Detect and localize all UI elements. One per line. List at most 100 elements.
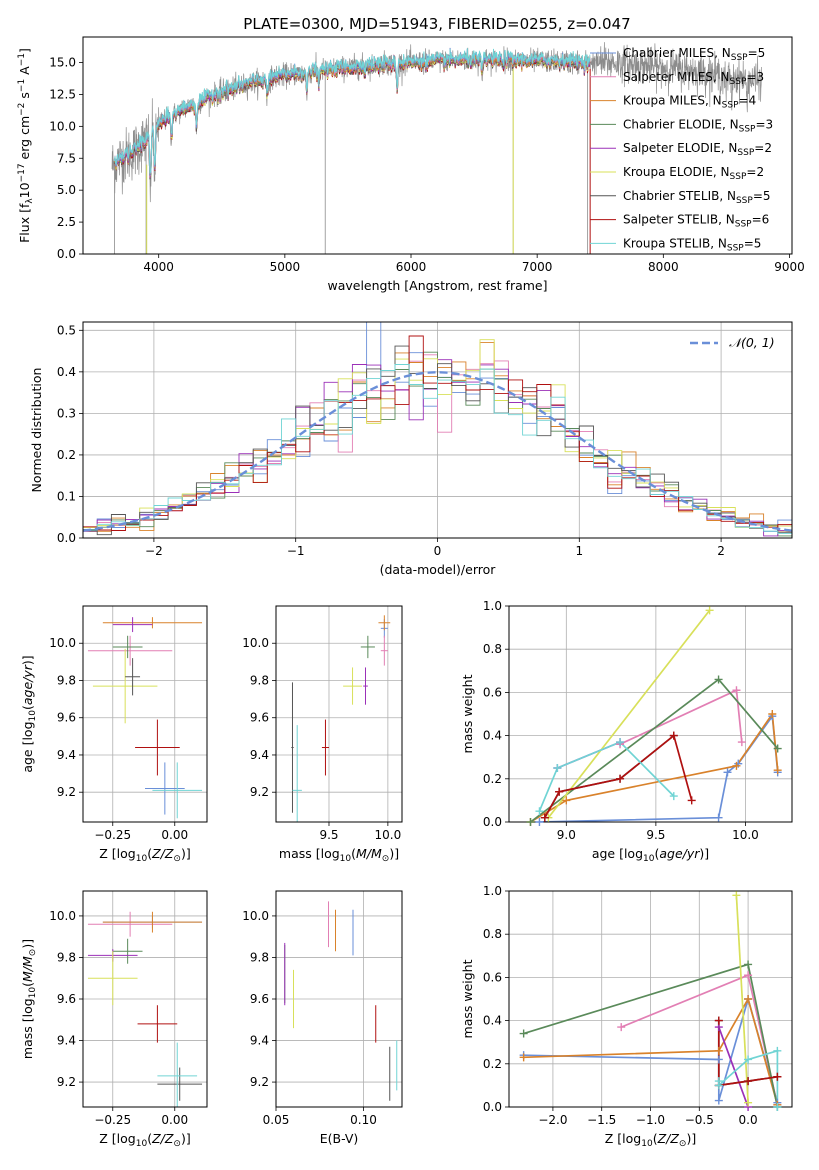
legend-label-chabrier-miles: Chabrier MILES, NSSP=5 [623, 46, 765, 63]
x-tick-label: 2 [717, 544, 725, 558]
weight-point-kroupa-miles [519, 1053, 528, 1062]
errorbar-chabrier-stelib [157, 1067, 203, 1101]
x-tick-label: 5000 [270, 260, 301, 274]
spectrum-frame [82, 36, 793, 255]
label-part: mass [log [20, 998, 35, 1059]
label-part: erg cm [17, 116, 32, 164]
weight-point-chabrier-miles [714, 813, 723, 822]
label-part: )] [20, 939, 35, 949]
figure-title: PLATE=0300, MJD=51943, FIBERID=0255, z=0… [243, 15, 630, 33]
legend-label-chabrier-stelib: Chabrier STELIB, NSSP=5 [623, 189, 771, 206]
errorbar-kroupa-stelib [292, 725, 302, 822]
y-tick-label: 9.2 [250, 785, 269, 799]
weight-point-kroupa-miles [744, 995, 753, 1003]
label-part: 10 [28, 987, 38, 999]
label-part: 10 [641, 1139, 653, 1149]
spectrum-data-line [111, 42, 762, 203]
x-tick-label: 6000 [396, 260, 427, 274]
label-part: ( [20, 982, 35, 987]
label-part: −1 [17, 53, 27, 66]
label-part: Salpeter MILES, N [623, 70, 730, 84]
label-part: SSP [722, 101, 739, 111]
y-tick-label: 10.0 [49, 636, 76, 650]
y-tick-label: 10.0 [49, 909, 76, 923]
y-tick-label: 9.8 [57, 673, 76, 687]
label-part: 10 [136, 854, 148, 864]
errorbar-chabrier-miles [145, 762, 185, 815]
label-part: Kroupa STELIB, N [623, 236, 727, 250]
age_vs_Z-frame [82, 605, 208, 823]
legend-label-salpeter-stelib: Salpeter STELIB, NSSP=6 [623, 213, 769, 230]
weight-point-kroupa-stelib [714, 1081, 723, 1090]
y-tick-label: 10.0 [242, 636, 269, 650]
mass_vs_EBV-x-axis-label: E(B-V) [320, 1131, 359, 1146]
label-part: ( [147, 1131, 152, 1146]
errorbar-chabrier-stelib [125, 658, 141, 696]
label-part: 10 [340, 854, 352, 864]
weight-point-salpeter-stelib [669, 731, 678, 740]
y-tick-label: 9.8 [250, 673, 269, 687]
label-part: )] [181, 846, 191, 861]
x-tick-label: 9000 [774, 260, 805, 274]
y-tick-label: 0.4 [483, 1014, 502, 1028]
residuals-plot-area [83, 322, 792, 537]
weight-point-chabrier-miles [723, 768, 732, 777]
histogram-kroupa-elodie [83, 339, 792, 529]
x-tick-label: 0.00 [161, 828, 188, 842]
residuals-y-axis-label: Normed distribution [29, 368, 44, 493]
y-tick-label: 0.2 [57, 448, 76, 462]
x-tick-label: −0.5 [685, 1113, 714, 1127]
weight-point-chabrier-elodie [744, 960, 753, 969]
label-part: 10 [28, 710, 38, 722]
y-tick-label: 9.6 [57, 711, 76, 725]
weight-line-salpeter-stelib [544, 734, 693, 819]
x-tick-label: 9.0 [557, 828, 576, 842]
age_vs_mass-x-axis-label: mass [log10(M/M⊙)] [279, 846, 399, 864]
weight-line-kroupa-miles [523, 996, 779, 1106]
legend-label-chabrier-elodie: Chabrier ELODIE, NSSP=3 [623, 117, 773, 134]
y-tick-label: 9.8 [250, 950, 269, 964]
x-tick-label: −0.25 [94, 828, 131, 842]
y-tick-label: 9.6 [250, 711, 269, 725]
y-tick-label: 1.0 [483, 884, 502, 898]
x-tick-label: 0.05 [263, 1113, 290, 1127]
label-part: ( [654, 846, 659, 861]
label-part: Z [log [99, 1131, 135, 1146]
label-part: −2 [17, 103, 27, 116]
weight-point-kroupa-stelib [773, 1103, 782, 1111]
label-part: SSP [737, 148, 754, 158]
weight-point-chabrier-miles [535, 818, 544, 826]
spectrum-plot-area [111, 42, 762, 254]
label-part: Z/Z [151, 1131, 174, 1146]
errorbar-kroupa-stelib [157, 1042, 198, 1107]
label-part: Z [log [99, 846, 135, 861]
label-part: λ [25, 198, 35, 204]
label-part: ⊙ [173, 1139, 181, 1149]
x-tick-label: −0.25 [94, 1113, 131, 1127]
errorbar-kroupa-miles [102, 911, 203, 933]
y-tick-label: 0.2 [483, 1057, 502, 1071]
label-part: SSP [736, 196, 753, 206]
y-tick-label: 0.4 [483, 729, 502, 743]
weight-point-kroupa-elodie [705, 606, 714, 615]
label-part: 10 [643, 854, 655, 864]
y-tick-label: 9.4 [57, 1034, 76, 1048]
errorbar-kroupa-miles [378, 615, 391, 631]
mass_vs_Z-y-axis-label: mass [log10(M/M⊙)] [20, 939, 38, 1059]
histogram-kroupa-stelib [83, 364, 792, 534]
legend-label-salpeter-elodie: Salpeter ELODIE, NSSP=2 [623, 141, 772, 158]
y-tick-label: 15.0 [49, 56, 76, 70]
errorbar-salpeter-miles [87, 635, 173, 666]
weight-point-kroupa-stelib [744, 1055, 753, 1064]
label-part: A [17, 66, 32, 79]
spectrum-x-axis-label: wavelength [Angstrom, rest frame] [327, 278, 547, 293]
label-part: age [log [20, 721, 35, 772]
label-part: =5 [748, 46, 766, 60]
y-tick-label: 0.0 [57, 247, 76, 261]
weight-point-salpeter-stelib [714, 1016, 723, 1025]
spectrum-y-axis-label: Flux [fλ10−17 erg cm−2 s−1 A−1] [17, 48, 35, 243]
label-part: Salpeter STELIB, N [623, 213, 735, 227]
weight-point-kroupa-stelib [553, 764, 562, 772]
weight-point-kroupa-stelib [773, 1046, 782, 1055]
weight-point-chabrier-elodie [519, 1029, 528, 1038]
